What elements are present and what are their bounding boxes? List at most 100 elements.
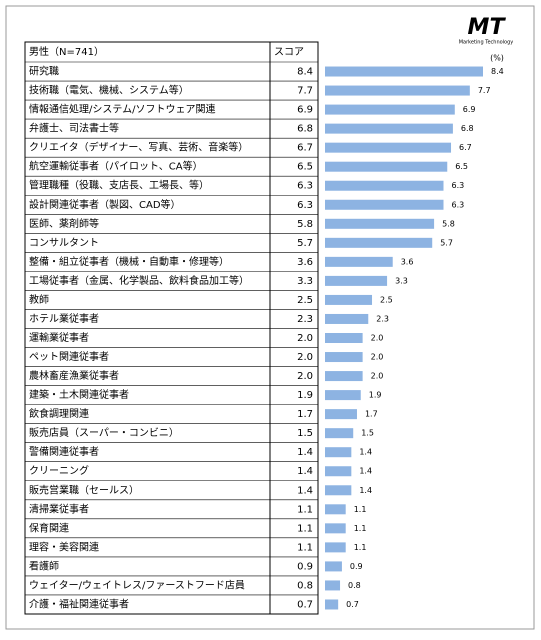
unit: (%) [490, 54, 504, 63]
bar [325, 352, 363, 363]
bar [325, 123, 453, 134]
bar [325, 428, 354, 439]
bar [325, 142, 452, 153]
bar [325, 485, 352, 496]
bar-label: 7.7 [478, 86, 491, 95]
bar [325, 237, 433, 248]
bar [325, 218, 435, 229]
bar [325, 523, 346, 534]
bar-label: 6.9 [463, 105, 476, 114]
score: 8.4 [297, 67, 313, 78]
row-label: 介護・福祉関連従事者 [29, 597, 129, 610]
bar-label: 5.8 [442, 219, 455, 228]
bar-label: 0.7 [346, 600, 359, 609]
row-label: 航空運輸従事者（パイロット、CA等） [29, 160, 203, 173]
score: 6.5 [297, 162, 313, 173]
score: 1.1 [297, 523, 313, 534]
row-label: 運輸業従事者 [29, 331, 89, 344]
score-header: スコア [274, 47, 304, 58]
score: 1.4 [297, 485, 313, 496]
bar [325, 580, 341, 591]
bar-label: 3.3 [395, 276, 408, 285]
row-label: ホテル業従事者 [29, 312, 99, 325]
score: 2.0 [297, 371, 313, 382]
row-label: コンサルタント [29, 237, 99, 249]
bar [325, 85, 470, 96]
row-label: ウェイター/ウェイトレス/ファーストフード店員 [29, 578, 245, 591]
bar-label: 2.0 [371, 334, 384, 343]
row-label: 医師、薬剤師等 [29, 217, 99, 230]
bar [325, 180, 444, 191]
row-label: 看護師 [29, 559, 59, 572]
bar [325, 542, 346, 553]
bar-label: 8.4 [491, 67, 504, 76]
score: 7.7 [297, 86, 313, 97]
score: 5.8 [297, 219, 313, 230]
bar-label: 3.6 [401, 257, 414, 266]
score: 0.9 [297, 561, 313, 572]
row-label: ペット関連従事者 [29, 350, 109, 363]
bar [325, 447, 352, 458]
score: 1.5 [297, 428, 313, 439]
bar-label: 6.3 [452, 181, 465, 190]
score: 1.4 [297, 447, 313, 458]
bar [325, 161, 448, 172]
score: 2.3 [297, 314, 313, 325]
header: 男性（N=741） [29, 45, 104, 58]
score: 2.0 [297, 333, 313, 344]
bar-label: 0.8 [348, 581, 361, 590]
bar-label: 5.7 [440, 238, 453, 247]
row-label: 技術職（電気、機械、システム等） [29, 84, 189, 97]
row-label: クリーニング [29, 464, 89, 477]
bar [325, 466, 352, 477]
bar-label: 1.7 [365, 410, 378, 419]
row-label: 理容・美容関連 [29, 540, 99, 553]
row-label: 弁護士、司法書士等 [29, 122, 119, 135]
bar-label: 2.5 [380, 295, 393, 304]
bar-label: 2.3 [376, 314, 389, 323]
score: 6.3 [297, 200, 313, 211]
score: 3.3 [297, 276, 313, 287]
bar-label: 6.7 [459, 143, 472, 152]
score: 6.3 [297, 181, 313, 192]
row-label: 飲食調理関連 [29, 407, 89, 420]
row-label: 研究職 [29, 65, 59, 78]
bar [325, 390, 361, 401]
score: 6.8 [297, 124, 313, 135]
bar [325, 409, 357, 420]
bar [325, 294, 373, 305]
bar-label: 6.5 [455, 162, 468, 171]
bar [325, 66, 483, 77]
bar [325, 333, 363, 343]
bar-label: 2.0 [371, 372, 384, 381]
bar-label: 1.4 [359, 448, 372, 457]
bar [325, 275, 388, 286]
score: 6.7 [297, 143, 313, 154]
score: 0.8 [297, 580, 313, 591]
logo-sub: Marketing Technology [459, 40, 514, 46]
score: 3.6 [297, 257, 313, 268]
frame [5, 5, 535, 630]
score: 2.5 [297, 295, 313, 306]
bar-label: 1.4 [359, 486, 372, 495]
score: 1.1 [297, 542, 313, 553]
row-label: 管理職種（役職、支店長、工場長、等） [29, 179, 209, 192]
row-label: 情報通信処理/システム/ソフトウェア関連 [29, 103, 215, 116]
bar-label: 1.4 [359, 467, 372, 476]
bar-label: 2.0 [371, 353, 384, 362]
row-label: 警備関連従事者 [29, 445, 99, 458]
bar [325, 199, 444, 210]
row-label: 教師 [29, 293, 49, 306]
bar-label: 6.8 [461, 124, 474, 133]
score: 1.1 [297, 504, 313, 515]
bar [325, 313, 369, 324]
bar-label: 1.1 [354, 505, 367, 514]
score: 1.9 [297, 390, 313, 401]
bar [325, 504, 346, 515]
score: 2.0 [297, 352, 313, 363]
row-label: 保育関連 [29, 521, 69, 534]
row-label: 設計関連従事者（製図、CAD等） [29, 198, 181, 211]
bar-label: 1.5 [361, 429, 374, 438]
bar-label: 1.9 [369, 391, 382, 400]
